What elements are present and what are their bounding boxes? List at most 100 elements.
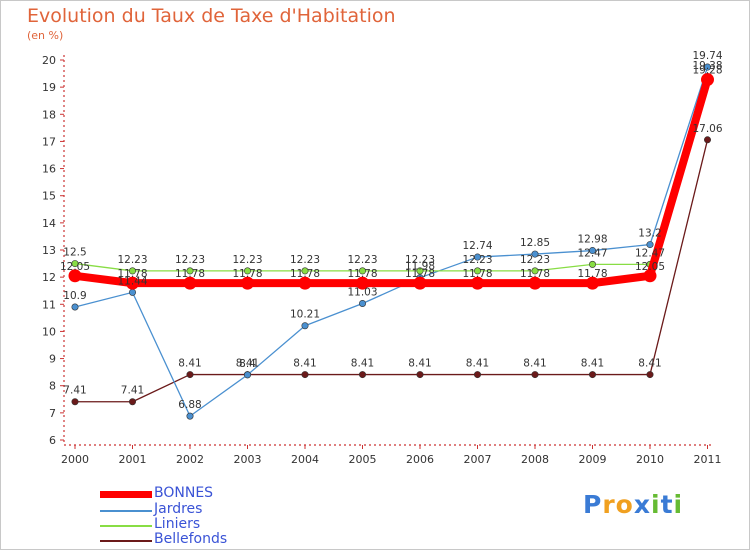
y-tick-label: 19 [42, 81, 56, 94]
data-point-bonnes [643, 269, 657, 283]
data-point-bonnes [126, 276, 139, 290]
data-point-liniers [244, 267, 252, 275]
data-point-bonnes [413, 276, 427, 290]
data-label-bellefonds: 8.41 [581, 358, 604, 370]
legend-swatch [100, 540, 152, 542]
data-label-liniers: 12.47 [635, 247, 665, 259]
y-tick-label: 13 [42, 244, 56, 257]
data-point-bonnes [68, 269, 82, 283]
x-tick-label: 2010 [636, 453, 664, 466]
data-point-bellefonds [186, 371, 194, 379]
data-point-liniers [473, 267, 481, 275]
data-point-bellefonds [416, 371, 424, 379]
chart-title: Evolution du Taux de Taxe d'Habitation [27, 5, 396, 27]
data-point-jardres [646, 241, 654, 249]
legend-item-jardres: Jardres [100, 501, 400, 519]
chart-unit-label: (en %) [27, 29, 64, 42]
data-point-bellefonds [473, 371, 481, 379]
y-tick-label: 7 [49, 407, 56, 420]
x-tick-label: 2006 [406, 453, 434, 466]
data-label-jardres: 10.21 [290, 309, 320, 321]
data-point-jardres [129, 288, 137, 296]
data-label-bonnes: 12.05 [635, 261, 665, 273]
data-labels: 12.05 11.78 11.78 11.78 11.78 11.78 11.78 11.78… [60, 50, 723, 411]
data-point-liniers [129, 267, 137, 275]
x-tick-label: 2009 [579, 453, 607, 466]
data-point-jardres [588, 247, 596, 255]
x-tick-label: 2002 [176, 453, 204, 466]
x-tick-label: 2003 [234, 453, 262, 466]
data-label-jardres: 11.98 [405, 261, 435, 273]
data-point-jardres [703, 63, 711, 71]
data-point-jardres [473, 253, 481, 261]
data-point-liniers [531, 267, 539, 275]
legend-item-liniers: Liniers [100, 516, 400, 534]
data-point-bellefonds [129, 398, 137, 406]
data-point-liniers [186, 267, 194, 275]
proxiti-logo: Proxiti [583, 490, 683, 519]
y-tick-label: 18 [42, 108, 56, 121]
y-tick-label: 6 [49, 434, 56, 447]
data-label-liniers: 12.23 [290, 254, 320, 266]
data-label-liniers: 19.38 [692, 60, 722, 72]
data-label-bellefonds: 8.41 [638, 358, 661, 370]
data-label-liniers: 12.23 [520, 254, 550, 266]
data-label-bonnes: 12.05 [60, 261, 90, 273]
data-point-bellefonds [301, 371, 309, 379]
data-label-jardres: 13.2 [638, 228, 661, 240]
data-label-liniers: 12.23 [462, 254, 492, 266]
data-point-bellefonds [531, 371, 539, 379]
data-label-liniers: 12.47 [577, 247, 607, 259]
data-label-bonnes: 11.78 [175, 268, 205, 280]
series-line-bellefonds [74, 139, 709, 403]
data-point-liniers [358, 267, 366, 275]
data-label-jardres: 12.85 [520, 237, 550, 249]
legend-label: Bellefonds [154, 531, 228, 547]
legend-swatch [100, 510, 152, 512]
data-label-jardres: 19.74 [692, 50, 722, 62]
y-tick-label: 15 [42, 190, 56, 203]
y-tick-label: 10 [42, 325, 56, 338]
data-label-jardres: 6.88 [178, 399, 201, 411]
data-label-bellefonds: 8.41 [236, 358, 259, 370]
data-label-liniers: 12.23 [232, 254, 262, 266]
data-label-bellefonds: 7.41 [63, 385, 86, 397]
x-tick-label: 2000 [61, 453, 89, 466]
data-label-bonnes: 19.28 [692, 65, 722, 77]
x-tick-label: 2001 [119, 453, 147, 466]
y-tick-label: 9 [49, 353, 56, 366]
data-point-bonnes [183, 276, 197, 290]
data-label-bellefonds: 8.41 [178, 358, 201, 370]
y-tick-label: 12 [42, 271, 56, 284]
x-tick-label: 2005 [349, 453, 377, 466]
x-tick-label: 2008 [521, 453, 549, 466]
data-point-jardres [358, 299, 366, 307]
logo-letter: x [633, 490, 651, 519]
legend-label: Jardres [154, 501, 203, 517]
logo-letter: i [673, 490, 684, 519]
data-point-liniers [71, 260, 79, 268]
data-point-bonnes [298, 276, 312, 290]
x-tick-label: 2011 [694, 453, 722, 466]
data-label-jardres: 12.74 [462, 240, 492, 252]
data-label-bonnes: 11.78 [290, 268, 320, 280]
data-point-liniers [588, 260, 596, 268]
data-point-bellefonds [703, 136, 711, 144]
logo-letter: P [583, 490, 603, 519]
logo-letter: o [615, 490, 634, 519]
data-point-bonnes [471, 276, 484, 290]
data-label-jardres: 10.9 [63, 290, 86, 302]
y-tick-label: 14 [42, 217, 56, 230]
data-point-jardres [301, 322, 309, 330]
data-label-bonnes: 11.78 [520, 268, 550, 280]
legend-swatch [100, 491, 152, 498]
data-label-bellefonds: 8.41 [351, 358, 374, 370]
series-line-liniers [74, 76, 709, 272]
data-label-liniers: 12.23 [117, 254, 147, 266]
data-point-jardres [71, 303, 79, 311]
data-label-bonnes: 11.78 [232, 268, 262, 280]
data-label-jardres: 11.03 [347, 286, 377, 298]
logo-letter: t [660, 490, 674, 519]
data-point-bonnes [356, 276, 369, 290]
